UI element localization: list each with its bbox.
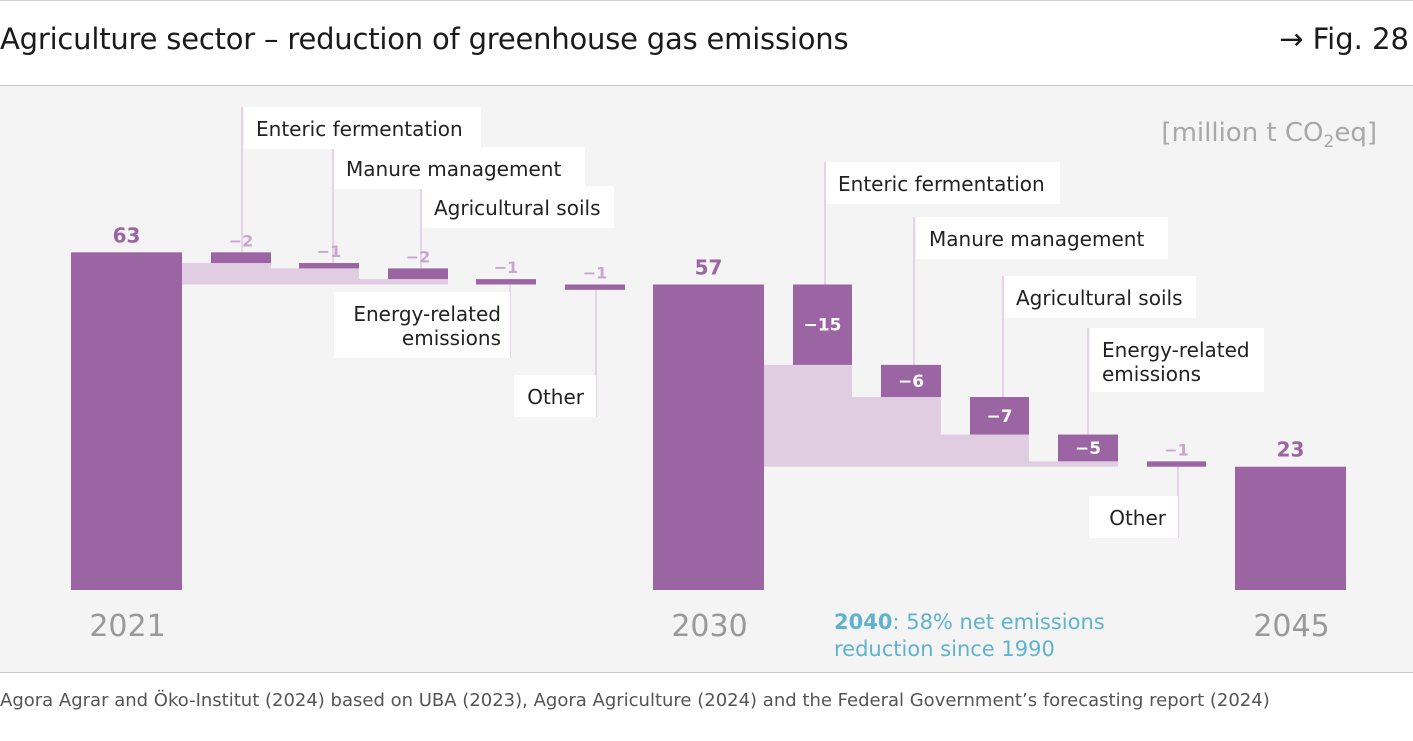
- step-value-label: −2: [229, 231, 254, 250]
- total-value-label: 23: [1277, 438, 1305, 462]
- step-bar: [1147, 461, 1206, 467]
- annotation-line-2: reduction since 1990: [834, 637, 1055, 661]
- band-2030-2045: [941, 434, 1029, 467]
- step-value-label: −15: [804, 316, 842, 336]
- step-value-label: −1: [583, 263, 608, 282]
- annotation-line-1: 2040: 58% net emissions: [834, 610, 1105, 634]
- callout-enteric-1-box: [244, 107, 481, 149]
- step-bar: [793, 284, 852, 365]
- year-tick-label: 2021: [89, 609, 165, 644]
- band-2030-2045: [852, 397, 941, 467]
- callout-manure-1-text: Manure management: [346, 157, 561, 181]
- callout-energy-2-box: [1090, 328, 1264, 392]
- callout-soils-1-box: [422, 186, 614, 228]
- callout-soils-1-text: Agricultural soils: [434, 196, 600, 220]
- step-value-label: −1: [1164, 440, 1189, 459]
- annotation-text: : 58% net emissions: [892, 610, 1104, 634]
- label-layer: 63 2021 57 2030 23 2045 −2 −1 −2 −1 −1 Enteric ferm…: [89, 107, 1377, 661]
- step-value-label: −5: [1075, 439, 1101, 459]
- step-bar: [565, 284, 625, 290]
- callout-other-2-text: Other: [1109, 506, 1167, 530]
- year-tick-label: 2030: [671, 609, 747, 644]
- total-bar-2030: [653, 284, 764, 590]
- step-value-label: −2: [406, 247, 431, 266]
- source-note: Agora Agrar and Öko-Institut (2024) base…: [0, 690, 1270, 711]
- callout-other-2-box: [1089, 496, 1178, 538]
- step-bar: [881, 364, 941, 398]
- band-2030-2045: [1029, 461, 1118, 467]
- year-tick-label: 2045: [1253, 609, 1329, 644]
- callout-manure-1-box: [334, 147, 585, 189]
- total-value-label: 63: [113, 223, 141, 247]
- callout-enteric-2-box: [826, 162, 1060, 204]
- callout-soils-2-box: [1004, 276, 1196, 318]
- callout-energy-1-text: emissions: [402, 326, 501, 350]
- callout-enteric-1-text: Enteric fermentation: [256, 117, 463, 141]
- figure-reference: → Fig. 28: [1279, 22, 1409, 56]
- callout-other-1-box: [514, 375, 596, 417]
- step-bar: [211, 252, 271, 264]
- unit-label: [million t CO2eq]: [1161, 118, 1377, 152]
- top-rule: [0, 0, 1413, 1]
- step-value-label: −6: [898, 372, 924, 392]
- step-bar: [299, 263, 359, 269]
- step-value-label: −7: [986, 407, 1012, 427]
- unit-main: [million t CO: [1161, 118, 1323, 148]
- callout-energy-1-box: [334, 292, 510, 358]
- band-2030-2045: [764, 364, 852, 467]
- step-bar: [970, 397, 1029, 435]
- step-value-label: −1: [317, 242, 342, 261]
- step-bar: [1058, 434, 1118, 462]
- chart-title: Agriculture sector – reduction of greenh…: [0, 22, 849, 56]
- callout-manure-2-text: Manure management: [929, 227, 1144, 251]
- callout-energy-2-text: emissions: [1102, 362, 1201, 386]
- band-2021-2030: [271, 268, 359, 285]
- callout-other-1-text: Other: [527, 385, 585, 409]
- unit-tail: eq]: [1334, 118, 1377, 148]
- band-layer: [182, 263, 1118, 467]
- callout-energy-2-text: Energy-related: [1102, 338, 1250, 362]
- band-2021-2030: [359, 279, 448, 285]
- step-bar: [476, 279, 536, 285]
- annotation-year: 2040: [834, 610, 892, 634]
- callout-manure-2-box: [916, 217, 1168, 259]
- callout-soils-2-text: Agricultural soils: [1016, 286, 1182, 310]
- total-bar-2021: [71, 252, 182, 590]
- band-2021-2030: [182, 263, 271, 285]
- total-value-label: 57: [695, 255, 723, 279]
- step-value-label: −1: [494, 258, 519, 277]
- unit-subscript: 2: [1324, 132, 1335, 152]
- bar-layer: [71, 252, 1346, 590]
- callout-enteric-2-text: Enteric fermentation: [838, 172, 1045, 196]
- total-bar-2045: [1235, 466, 1346, 590]
- step-bar: [388, 268, 448, 280]
- callout-energy-1-text: Energy-related: [353, 302, 501, 326]
